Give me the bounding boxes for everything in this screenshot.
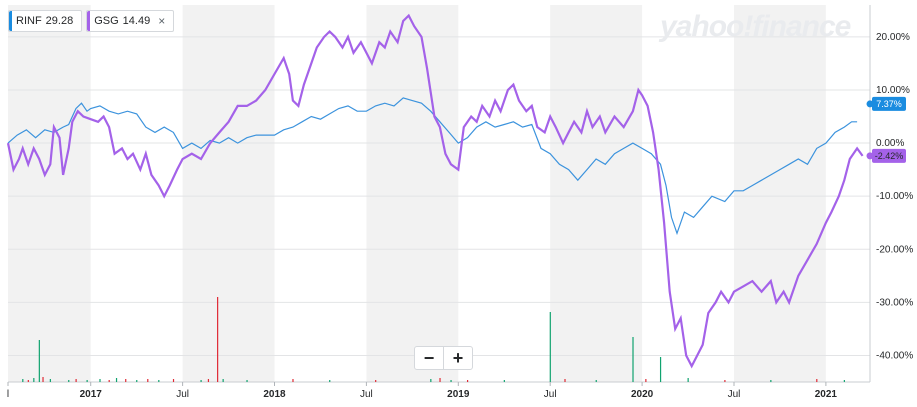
x-tick-label: Jul	[360, 389, 373, 400]
gsg-symbol: GSG	[94, 15, 119, 27]
volume-bar	[466, 380, 469, 382]
volume-bar	[246, 380, 248, 382]
volume-bar	[99, 379, 101, 382]
gsg-series-line	[6, 13, 864, 369]
volume-bar	[375, 380, 377, 382]
volume-bars	[22, 297, 845, 382]
volume-bar	[158, 380, 160, 382]
volume-bar	[75, 379, 77, 382]
rinf-series-line	[7, 97, 858, 236]
rinf-last-value-badge-label: 7.37%	[876, 99, 902, 109]
volume-bar	[172, 379, 175, 382]
volume-bar	[659, 357, 662, 382]
gsg-last-value-dot	[866, 152, 874, 160]
gsg-value: 14.49	[122, 15, 151, 27]
volume-bar	[38, 340, 40, 382]
y-tick-label: 0.00%	[876, 138, 904, 149]
x-tick-label: Jul	[544, 389, 557, 400]
volume-bar	[222, 379, 224, 382]
x-tick-label: l	[7, 389, 9, 400]
x-tick-label: 2020	[631, 389, 654, 400]
volume-bar	[687, 378, 689, 382]
y-tick-label: -30.00%	[876, 297, 913, 308]
y-tick-label: -10.00%	[876, 191, 913, 202]
gsg-color-bar	[87, 11, 91, 31]
rinf-symbol: RINF	[16, 15, 42, 27]
shaded-band-4	[733, 5, 826, 382]
volume-bar	[549, 312, 551, 382]
volume-bar	[632, 337, 634, 382]
volume-bar	[33, 378, 35, 382]
volume-bar	[42, 377, 44, 382]
volume-bar	[115, 378, 118, 382]
volume-bar	[22, 379, 24, 382]
volume-bar	[843, 380, 845, 382]
shaded-band-1	[182, 5, 275, 382]
x-tick-label: 2018	[263, 389, 286, 400]
volume-bar	[439, 378, 441, 382]
rinf-last-value-badge	[872, 96, 906, 111]
volume-bar	[595, 380, 597, 382]
volume-bar	[125, 379, 127, 382]
volume-bar	[430, 379, 432, 382]
volume-bar	[816, 379, 818, 382]
volume-bar	[450, 380, 452, 382]
rinf-value: 29.28	[45, 15, 74, 27]
volume-bar	[770, 380, 772, 382]
volume-bar	[503, 380, 505, 382]
shaded-band-3	[550, 5, 643, 382]
rinf-color-bar	[9, 11, 12, 31]
y-axis-ticks: 20.00% 10.00% 0.00% -10.00% -20.00% -30.00% -4…	[876, 32, 913, 362]
x-axis-ticks: l 2017 Jul 2018 Jul 2019 Jul 2020 Jul 2021	[7, 382, 838, 400]
volume-bar	[27, 380, 29, 382]
volume-bar	[49, 379, 51, 382]
yahoo-finance-watermark: yahoo!finance	[660, 10, 851, 43]
y-tick-label: -40.00%	[876, 350, 913, 361]
volume-bar	[200, 380, 202, 382]
gsg-last-value-badge	[872, 148, 906, 163]
gsg-last-value-badge-label: -2.42%	[875, 151, 904, 161]
volume-bar	[292, 379, 294, 382]
x-tick-label: Jul	[728, 389, 741, 400]
volume-bar	[86, 380, 88, 382]
zoom-out-button[interactable]: −	[423, 347, 435, 368]
shaded-band-2	[366, 5, 459, 382]
y-tick-label: -20.00%	[876, 244, 913, 255]
shaded-band-0	[8, 5, 91, 382]
x-tick-label: 2021	[815, 389, 838, 400]
volume-bar	[136, 380, 138, 382]
volume-bar	[108, 380, 110, 382]
y-tick-label: 20.00%	[876, 32, 910, 43]
volume-bar	[217, 297, 219, 382]
zoom-in-button[interactable]: +	[443, 347, 472, 369]
volume-bar	[724, 380, 726, 382]
x-tick-label: 2019	[447, 389, 470, 400]
series-legend: RINF 29.28 GSG 14.49 ×	[8, 10, 175, 32]
volume-bar	[207, 379, 210, 382]
last-value-badges: 7.37% -2.42%	[866, 96, 906, 163]
x-tick-label: 2017	[80, 389, 103, 400]
rinf-last-value-dot	[866, 100, 874, 108]
legend-chip-gsg[interactable]: GSG 14.49 ×	[86, 10, 175, 32]
volume-bar	[147, 379, 149, 382]
shaded-period-bands	[8, 5, 826, 382]
volume-bar	[645, 379, 647, 382]
x-tick-label: Jul	[176, 389, 189, 400]
volume-bar	[564, 379, 566, 382]
remove-gsg-close-icon[interactable]: ×	[158, 14, 166, 28]
legend-chip-rinf[interactable]: RINF 29.28	[8, 10, 83, 32]
volume-bar	[68, 380, 70, 382]
zoom-controls: − +	[414, 346, 473, 370]
y-tick-label: 10.00%	[876, 85, 910, 96]
volume-bar	[329, 380, 331, 382]
